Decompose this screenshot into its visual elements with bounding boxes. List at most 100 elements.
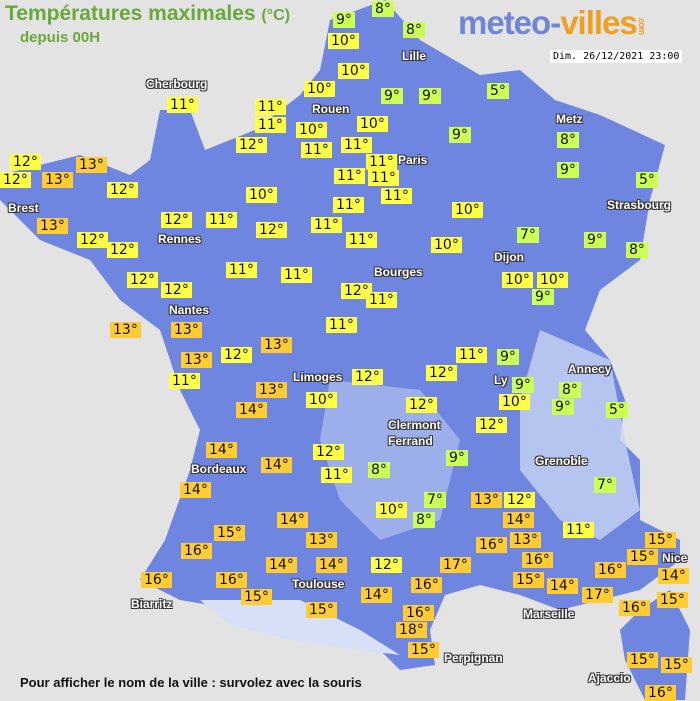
temperature-marker[interactable]: 12° [476,417,507,433]
temperature-marker[interactable]: 11° [167,97,198,113]
temperature-marker[interactable]: 5° [606,402,628,418]
temperature-marker[interactable]: 14° [236,402,267,418]
temperature-marker[interactable]: 13° [110,322,141,338]
temperature-marker[interactable]: 8° [559,382,581,398]
temperature-marker[interactable]: 7° [594,477,616,493]
temperature-marker[interactable]: 11° [255,99,286,115]
temperature-marker[interactable]: 13° [261,337,292,353]
temperature-marker[interactable]: 7° [517,227,539,243]
temperature-marker[interactable]: 13° [471,492,502,508]
temperature-marker[interactable]: 12° [107,182,138,198]
temperature-marker[interactable]: 11° [381,188,412,204]
temperature-marker[interactable]: 16° [645,685,676,701]
temperature-marker[interactable]: 10° [502,272,533,288]
temperature-marker[interactable]: 11° [366,292,397,308]
temperature-marker[interactable]: 11° [456,347,487,363]
temperature-marker[interactable]: 12° [161,282,192,298]
temperature-marker[interactable]: 11° [169,373,200,389]
temperature-marker[interactable]: 16° [411,577,442,593]
temperature-marker[interactable]: 10° [499,394,530,410]
temperature-marker[interactable]: 8° [557,132,579,148]
temperature-marker[interactable]: 15° [214,525,245,541]
temperature-marker[interactable]: 13° [171,322,202,338]
temperature-marker[interactable]: 8° [372,1,394,17]
temperature-marker[interactable]: 10° [296,122,327,138]
temperature-marker[interactable]: 10° [328,33,359,49]
temperature-marker[interactable]: 13° [37,218,68,234]
temperature-marker[interactable]: 9° [552,399,574,415]
temperature-marker[interactable]: 11° [563,522,594,538]
meteo-villes-logo[interactable]: meteo-villes.com [458,4,647,42]
temperature-marker[interactable]: 15° [627,652,658,668]
temperature-marker[interactable]: 15° [657,592,688,608]
temperature-marker[interactable]: 15° [408,642,439,658]
temperature-marker[interactable]: 16° [522,552,553,568]
temperature-marker[interactable]: 14° [277,512,308,528]
temperature-marker[interactable]: 15° [513,572,544,588]
temperature-marker[interactable]: 11° [334,168,365,184]
temperature-marker[interactable]: 13° [510,532,541,548]
temperature-marker[interactable]: 12° [256,222,287,238]
temperature-marker[interactable]: 9° [333,12,355,28]
temperature-marker[interactable]: 10° [357,116,388,132]
temperature-marker[interactable]: 10° [452,202,483,218]
temperature-marker[interactable]: 5° [487,83,509,99]
temperature-marker[interactable]: 12° [371,557,402,573]
temperature-marker[interactable]: 11° [226,262,257,278]
temperature-marker[interactable]: 13° [76,157,107,173]
temperature-marker[interactable]: 11° [366,154,397,170]
temperature-marker[interactable]: 16° [476,537,507,553]
temperature-marker[interactable]: 9° [584,232,606,248]
temperature-marker[interactable]: 5° [636,172,658,188]
temperature-marker[interactable]: 15° [661,657,692,673]
temperature-marker[interactable]: 14° [316,557,347,573]
temperature-marker[interactable]: 11° [301,142,332,158]
temperature-marker[interactable]: 13° [306,532,337,548]
temperature-marker[interactable]: 15° [627,549,658,565]
temperature-marker[interactable]: 9° [449,127,471,143]
temperature-marker[interactable]: 12° [77,232,108,248]
temperature-marker[interactable]: 9° [446,450,468,466]
temperature-marker[interactable]: 12° [161,212,192,228]
temperature-marker[interactable]: 10° [306,392,337,408]
temperature-marker[interactable]: 14° [658,568,689,584]
temperature-marker[interactable]: 8° [403,22,425,38]
temperature-marker[interactable]: 17° [582,587,613,603]
temperature-marker[interactable]: 14° [266,557,297,573]
temperature-marker[interactable]: 10° [338,63,369,79]
temperature-marker[interactable]: 9° [557,162,579,178]
temperature-marker[interactable]: 12° [107,242,138,258]
temperature-marker[interactable]: 10° [537,272,568,288]
temperature-marker[interactable]: 14° [361,587,392,603]
temperature-marker[interactable]: 10° [304,81,335,97]
temperature-marker[interactable]: 16° [216,572,247,588]
temperature-marker[interactable]: 9° [419,88,441,104]
temperature-marker[interactable]: 9° [497,349,519,365]
temperature-marker[interactable]: 11° [368,170,399,186]
temperature-marker[interactable]: 15° [241,589,272,605]
temperature-marker[interactable]: 17° [440,557,471,573]
temperature-marker[interactable]: 8° [626,242,648,258]
temperature-marker[interactable]: 12° [426,365,457,381]
temperature-marker[interactable]: 12° [313,444,344,460]
temperature-marker[interactable]: 11° [326,317,357,333]
temperature-marker[interactable]: 11° [321,467,352,483]
temperature-marker[interactable]: 12° [127,272,158,288]
temperature-marker[interactable]: 12° [352,369,383,385]
temperature-marker[interactable]: 11° [281,267,312,283]
temperature-marker[interactable]: 10° [246,187,277,203]
temperature-marker[interactable]: 11° [255,117,286,133]
temperature-marker[interactable]: 7° [424,492,446,508]
temperature-marker[interactable]: 14° [547,578,578,594]
temperature-marker[interactable]: 9° [532,289,554,305]
temperature-marker[interactable]: 11° [333,197,364,213]
temperature-marker[interactable]: 12° [236,137,267,153]
temperature-marker[interactable]: 16° [595,562,626,578]
temperature-marker[interactable]: 8° [413,512,435,528]
temperature-marker[interactable]: 10° [431,237,462,253]
temperature-marker[interactable]: 15° [645,532,676,548]
temperature-marker[interactable]: 11° [346,232,377,248]
temperature-marker[interactable]: 12° [0,172,31,188]
temperature-marker[interactable]: 16° [403,605,434,621]
temperature-marker[interactable]: 15° [306,602,337,618]
